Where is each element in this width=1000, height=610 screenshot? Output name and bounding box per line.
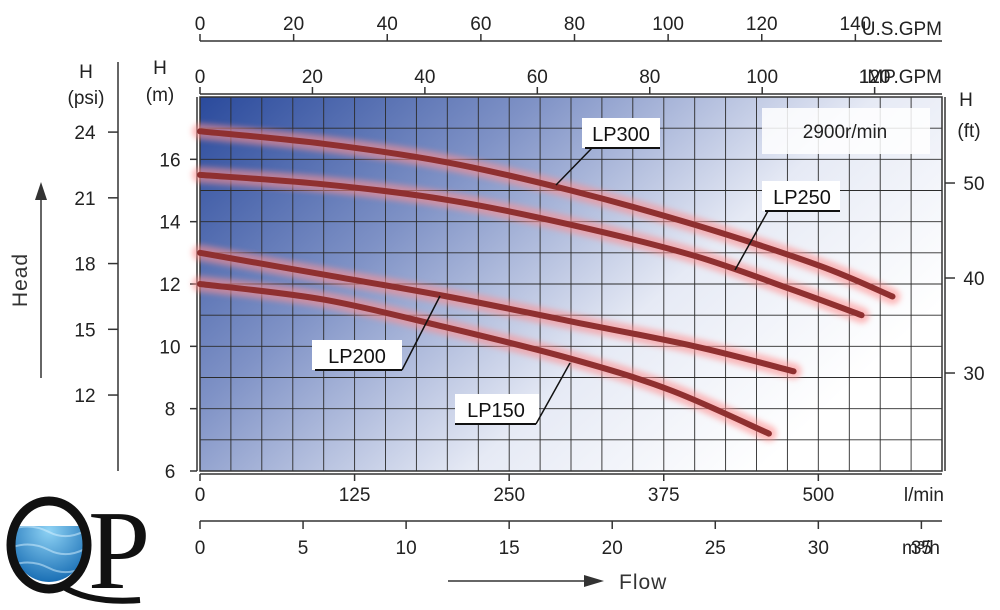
tick-label-m3h: 10 [396, 538, 417, 559]
tick-label-lmin: 375 [648, 485, 680, 506]
right-ft-label-h: H [959, 90, 973, 111]
tick-label-psi: 18 [74, 255, 95, 276]
tick-label-impgpm: 120 [859, 67, 891, 88]
tick-label-ft: 40 [963, 269, 984, 290]
label-lp150: LP150 [455, 362, 571, 425]
logo-p-letter: P [88, 489, 150, 610]
tick-label-usgpm: 140 [840, 14, 872, 35]
head-arrow-icon [35, 182, 47, 200]
tick-label-lmin: 500 [802, 485, 834, 506]
tick-label-usgpm: 60 [470, 14, 491, 35]
left-psi-label-unit: (psi) [68, 88, 105, 109]
curve-lp200 [197, 249, 797, 375]
tick-label-usgpm: 120 [746, 14, 778, 35]
series-label-lp200: LP200 [328, 346, 386, 368]
series-label-lp300: LP300 [592, 124, 650, 146]
left-m-label-unit: (m) [146, 85, 174, 106]
left-m-label-h: H [153, 58, 167, 79]
tick-label-lmin: 250 [493, 485, 525, 506]
tick-label-usgpm: 40 [377, 14, 398, 35]
speed-label: 2900r/min [803, 122, 888, 143]
tick-label-m: 10 [159, 337, 180, 358]
head-label: Head [9, 253, 32, 307]
tick-label-m: 12 [159, 275, 180, 296]
top-impgpm-unit: IMP.GPM [862, 67, 942, 88]
tick-label-impgpm: 60 [527, 67, 548, 88]
flow-label: Flow [619, 571, 667, 594]
series-label-lp250: LP250 [773, 187, 831, 209]
tick-label-impgpm: 20 [302, 67, 323, 88]
tick-label-ft: 30 [963, 364, 984, 385]
tick-label-ft: 50 [963, 174, 984, 195]
tick-label-m3h: 15 [499, 538, 520, 559]
tick-label-m3h: 0 [195, 538, 206, 559]
tick-label-psi: 15 [74, 320, 95, 341]
curve-lp250 [197, 171, 865, 319]
tick-label-lmin: 0 [195, 485, 206, 506]
bottom-m3h-unit: m³/h [902, 538, 940, 559]
tick-label-m: 6 [165, 462, 176, 483]
tick-label-psi: 21 [74, 189, 95, 210]
top-usgpm-unit: U.S.GPM [862, 19, 942, 40]
series-label-lp150: LP150 [467, 400, 525, 422]
tick-label-psi: 24 [74, 123, 96, 144]
tick-label-lmin: 125 [339, 485, 371, 506]
label-lp250: LP250 [734, 181, 840, 271]
speed-box [762, 108, 930, 154]
tick-label-psi: 12 [74, 386, 95, 407]
tick-label-m3h: 5 [298, 538, 309, 559]
tick-label-m: 14 [159, 213, 181, 234]
tick-label-m3h: 30 [808, 538, 829, 559]
left-psi-label-h: H [79, 62, 93, 83]
qp-logo: P [6, 489, 150, 610]
tick-label-usgpm: 100 [652, 14, 684, 35]
curves [192, 123, 901, 442]
flow-arrow-icon [584, 575, 604, 587]
tick-label-m: 16 [159, 150, 180, 171]
tick-label-impgpm: 100 [746, 67, 778, 88]
bottom-lmin-unit: l/min [904, 485, 944, 506]
tick-label-usgpm: 80 [564, 14, 585, 35]
tick-label-impgpm: 80 [639, 67, 660, 88]
tick-label-m3h: 25 [705, 538, 726, 559]
tick-label-usgpm: 0 [195, 14, 206, 35]
curve-lp300 [197, 128, 896, 300]
curve-lp150 [197, 281, 772, 437]
label-lp300: LP300 [555, 118, 660, 186]
tick-label-m3h: 20 [602, 538, 623, 559]
label-lp200: LP200 [312, 295, 441, 371]
tick-label-impgpm: 40 [414, 67, 435, 88]
tick-label-m3h: 35 [911, 538, 932, 559]
tick-label-usgpm: 20 [283, 14, 304, 35]
tick-label-impgpm: 0 [195, 67, 206, 88]
right-ft-label-unit: (ft) [957, 121, 980, 142]
tick-label-m: 8 [165, 400, 176, 421]
